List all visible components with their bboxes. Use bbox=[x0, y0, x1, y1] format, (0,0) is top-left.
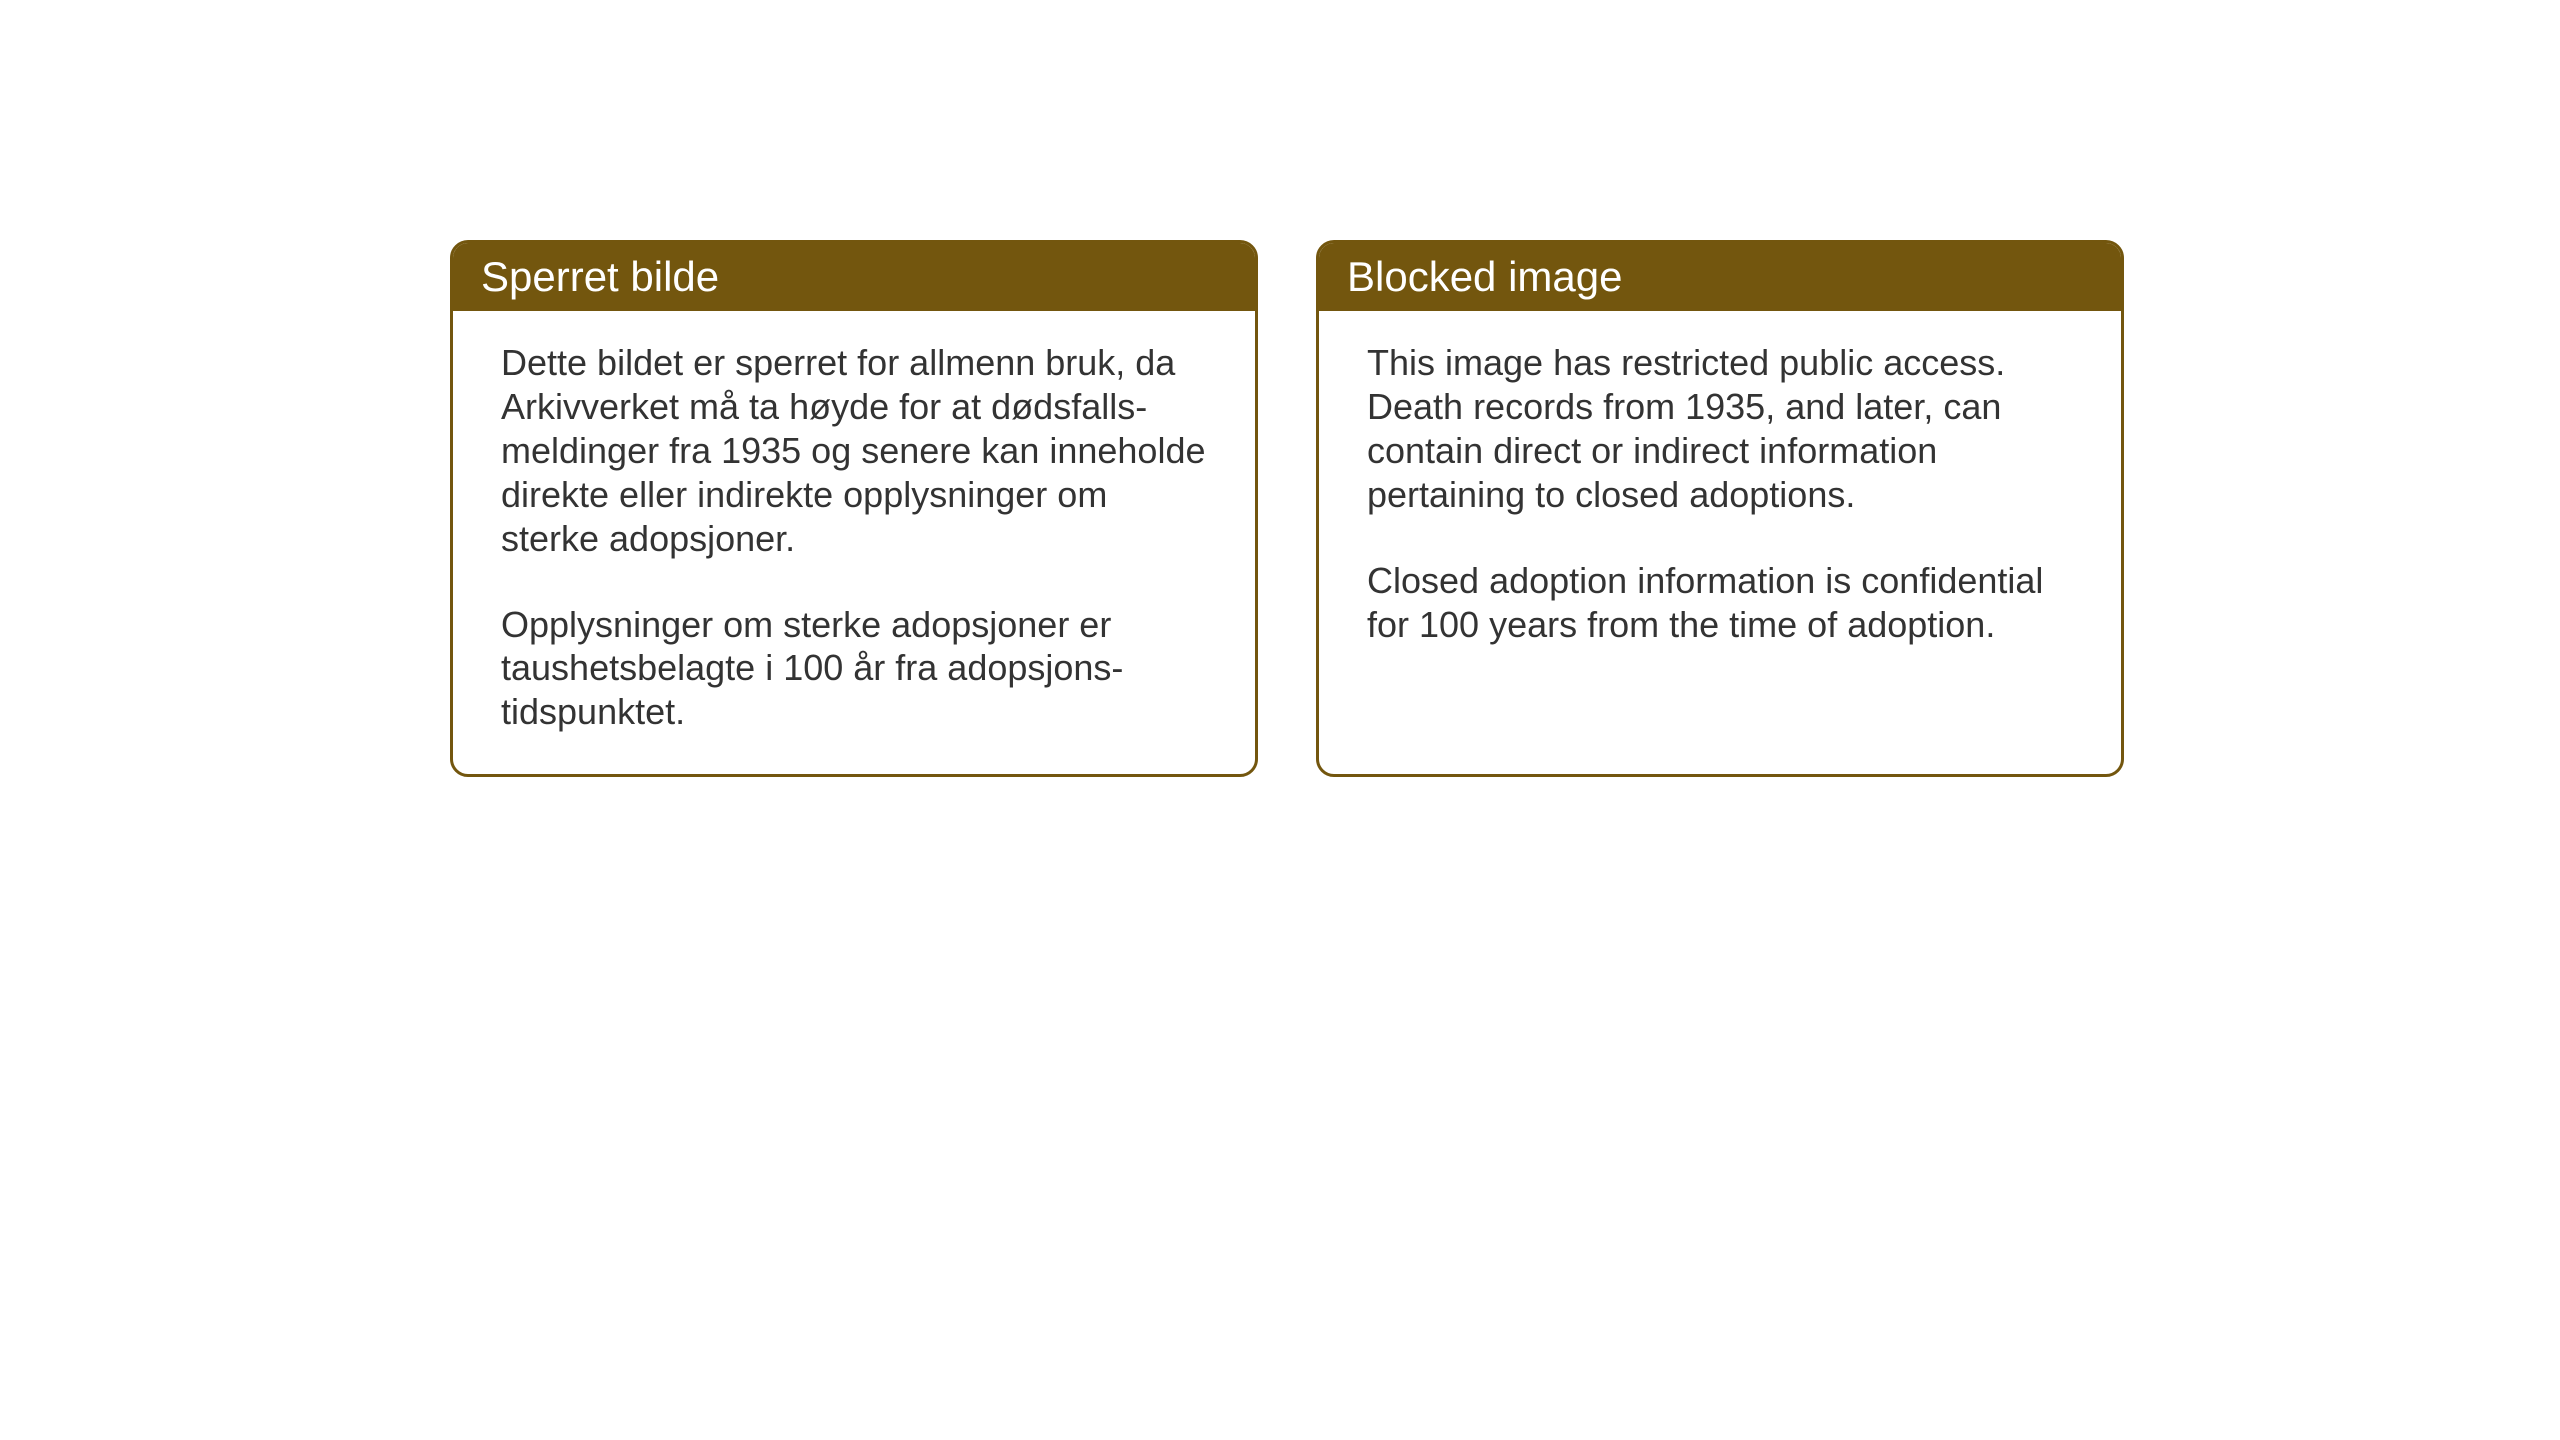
card-paragraph-english-1: This image has restricted public access.… bbox=[1367, 341, 2073, 517]
card-title-norwegian: Sperret bilde bbox=[481, 253, 719, 300]
card-title-english: Blocked image bbox=[1347, 253, 1622, 300]
card-paragraph-norwegian-1: Dette bildet er sperret for allmenn bruk… bbox=[501, 341, 1207, 561]
notice-card-norwegian: Sperret bilde Dette bildet er sperret fo… bbox=[450, 240, 1258, 777]
card-body-english: This image has restricted public access.… bbox=[1319, 311, 2121, 686]
card-header-norwegian: Sperret bilde bbox=[453, 243, 1255, 311]
notice-card-english: Blocked image This image has restricted … bbox=[1316, 240, 2124, 777]
notice-container: Sperret bilde Dette bildet er sperret fo… bbox=[450, 240, 2124, 777]
card-paragraph-english-2: Closed adoption information is confident… bbox=[1367, 559, 2073, 647]
card-paragraph-norwegian-2: Opplysninger om sterke adopsjoner er tau… bbox=[501, 603, 1207, 735]
card-header-english: Blocked image bbox=[1319, 243, 2121, 311]
card-body-norwegian: Dette bildet er sperret for allmenn bruk… bbox=[453, 311, 1255, 774]
